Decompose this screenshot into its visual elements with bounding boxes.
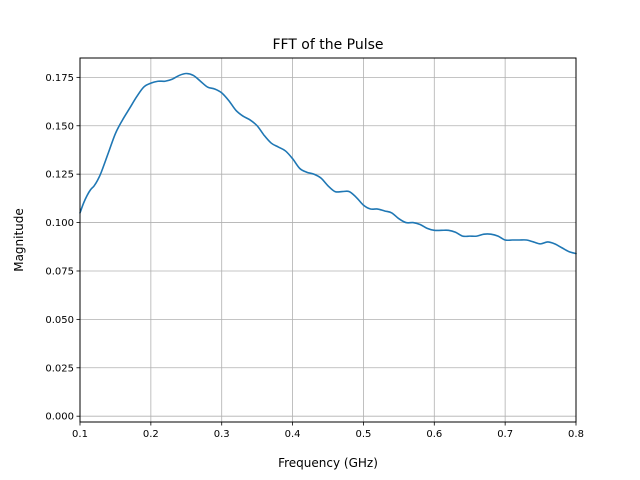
x-tick-label: 0.7 bbox=[497, 429, 513, 440]
x-tick-label: 0.5 bbox=[355, 429, 371, 440]
y-tick-label: 0.050 bbox=[45, 315, 74, 326]
y-tick-label: 0.175 bbox=[45, 73, 74, 84]
y-tick-label: 0.025 bbox=[45, 363, 74, 374]
x-tick-label: 0.2 bbox=[143, 429, 159, 440]
plot-frame bbox=[79, 57, 577, 423]
x-tick-label: 0.4 bbox=[285, 429, 301, 440]
y-tick-label: 0.075 bbox=[45, 266, 74, 277]
y-tick-label: 0.100 bbox=[45, 218, 74, 229]
y-axis-ticks: 0.000 0.025 0.050 0.075 0.100 0.125 0.150 0.175 bbox=[45, 73, 80, 423]
y-axis-label: Magnitude bbox=[12, 208, 26, 272]
x-tick-label: 0.8 bbox=[568, 429, 584, 440]
x-tick-label: 0.3 bbox=[214, 429, 230, 440]
y-tick-label: 0.150 bbox=[45, 121, 74, 132]
x-tick-label: 0.6 bbox=[426, 429, 442, 440]
y-tick-label: 0.125 bbox=[45, 170, 74, 181]
chart-title: FFT of the Pulse bbox=[272, 37, 383, 53]
x-axis-label: Frequency (GHz) bbox=[278, 456, 378, 470]
series-layer bbox=[79, 72, 577, 255]
grid bbox=[79, 58, 577, 422]
x-tick-label: 0.1 bbox=[72, 429, 88, 440]
y-tick-label: 0.000 bbox=[45, 412, 74, 423]
x-axis-ticks: 0.1 0.2 0.3 0.4 0.5 0.6 0.7 0.8 bbox=[72, 422, 584, 440]
series-line bbox=[79, 72, 577, 255]
